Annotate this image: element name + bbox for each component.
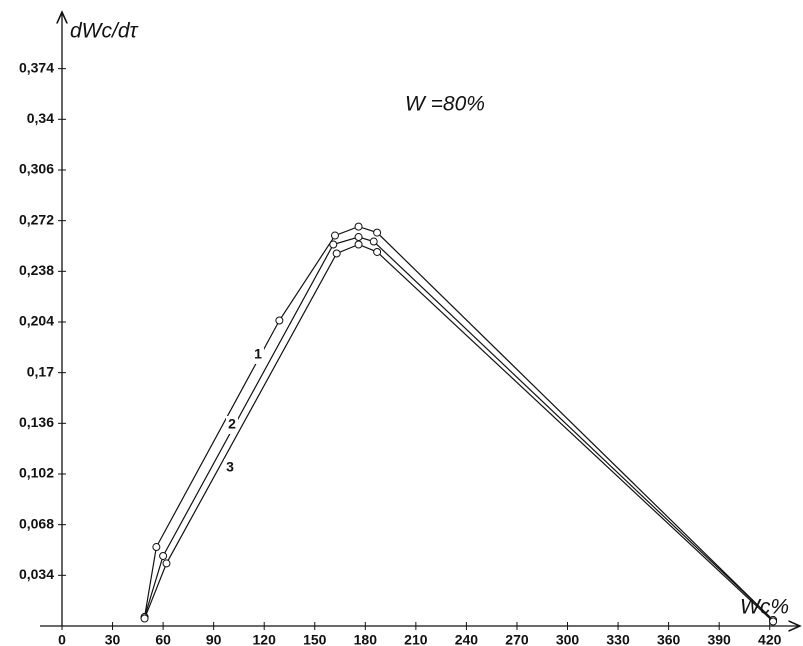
y-tick-label: 0,374 (19, 59, 54, 75)
point (354, 233, 363, 242)
y-axis-label: dWc/dτ (70, 20, 139, 43)
series-label: 1 (254, 346, 262, 362)
x-tick-label: 60 (155, 632, 171, 646)
point (152, 543, 161, 552)
y-tick-label: 0,17 (27, 363, 54, 379)
point (329, 240, 338, 249)
y-tick-label: 0,306 (19, 161, 54, 177)
x-tick-label: 420 (758, 632, 782, 646)
y-tick-label: 0,068 (19, 515, 54, 531)
x-tick-label: 270 (505, 632, 529, 646)
point (373, 228, 382, 237)
point (369, 237, 378, 246)
chart-title: W =80% (405, 93, 485, 116)
point (330, 231, 339, 240)
x-tick-label: 0 (58, 632, 66, 646)
x-tick-label: 150 (303, 632, 327, 646)
x-tick-label: 180 (354, 632, 378, 646)
point (159, 551, 168, 560)
series-label: 2 (228, 416, 236, 432)
x-axis-label: Wc% (740, 596, 789, 619)
y-tick-label: 0,272 (19, 211, 54, 227)
x-tick-label: 210 (404, 632, 428, 646)
point (332, 249, 341, 258)
y-tick-label: 0,034 (19, 566, 54, 582)
label-bg (224, 459, 236, 477)
x-tick-label: 300 (556, 632, 580, 646)
x-tick-label: 30 (105, 632, 121, 646)
series-line (144, 243, 774, 622)
label-bg (226, 416, 238, 434)
x-tick-label: 360 (657, 632, 681, 646)
series-line (143, 236, 774, 621)
point (354, 240, 363, 249)
y-tick-label: 0,34 (27, 110, 54, 126)
y-tick-label: 0,238 (19, 262, 54, 278)
x-tick-label: 120 (253, 632, 277, 646)
y-tick-label: 0,136 (19, 414, 54, 430)
label-bg (252, 346, 264, 364)
point (275, 316, 284, 325)
series-label: 3 (226, 459, 234, 475)
point (354, 222, 363, 231)
point (769, 617, 778, 626)
y-tick-label: 0,102 (19, 465, 54, 481)
series-line (143, 225, 774, 621)
y-tick-label: 0,204 (19, 313, 54, 329)
point (373, 247, 382, 256)
point (162, 559, 171, 568)
x-tick-label: 330 (606, 632, 630, 646)
x-tick-label: 90 (206, 632, 222, 646)
x-tick-label: 390 (707, 632, 731, 646)
point (140, 614, 149, 623)
x-tick-label: 240 (455, 632, 479, 646)
